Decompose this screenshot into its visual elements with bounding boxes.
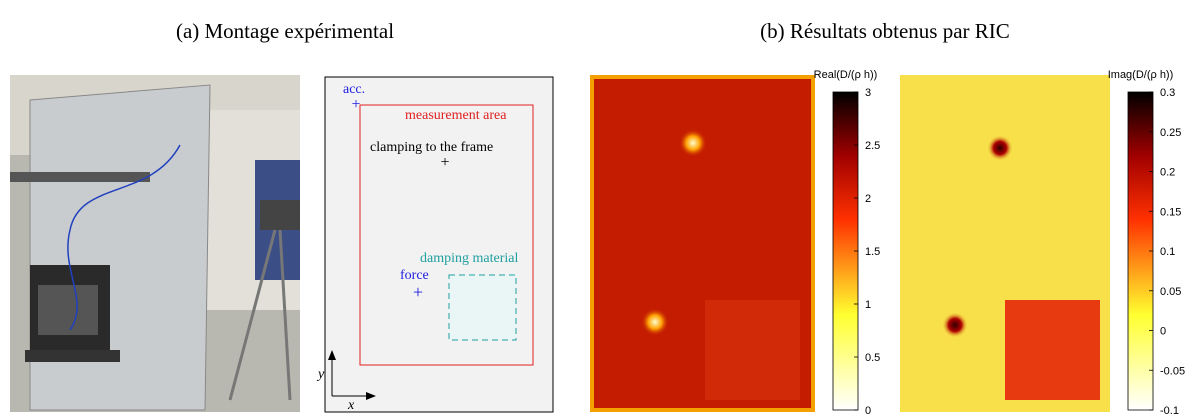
- measurement-rect: [359, 104, 534, 366]
- x-arrow-head: [366, 392, 376, 400]
- x-axis-label: x: [347, 398, 355, 413]
- colorbar-tick-label: 3: [865, 87, 871, 99]
- clamping-marker: +: [440, 154, 449, 171]
- colorbar-tick-label: 2: [865, 193, 871, 205]
- acc-label: acc.: [343, 82, 365, 97]
- caption-b: (b) Résultats obtenus par RIC: [760, 19, 1010, 43]
- colorbar-tick-label: 1.5: [865, 246, 880, 258]
- map-imag: [900, 75, 1110, 412]
- damping-rect: [448, 274, 517, 341]
- damping-label: damping material: [420, 251, 518, 266]
- colorbar-tick-label: 0.2: [1160, 167, 1175, 179]
- y-axis-label: y: [316, 367, 325, 382]
- map-real: [590, 75, 815, 412]
- y-arrow-head: [328, 350, 336, 360]
- colorbar-tick-label: 0.5: [865, 352, 880, 364]
- photo: [10, 75, 300, 412]
- force-label: force: [400, 268, 429, 283]
- colorbar: [832, 91, 859, 411]
- diagram: acc. + measurement area clamping to the …: [316, 76, 554, 413]
- colorbar-tick-label: -0.1: [1160, 405, 1179, 416]
- colorbar-tick-label: 0.3: [1160, 87, 1175, 99]
- colorbar-tick-label: 1: [865, 299, 871, 311]
- colorbar-tick-label: 0.25: [1160, 127, 1181, 139]
- colorbar-tick-label: 2.5: [865, 140, 880, 152]
- colorbar-tick-label: 0: [865, 405, 871, 416]
- colorbar-label: Real(D/(ρ h)): [814, 69, 878, 81]
- caption-a: (a) Montage expérimental: [176, 19, 394, 43]
- clamping-label: clamping to the frame: [370, 140, 493, 155]
- colorbar-tick-label: 0.05: [1160, 286, 1181, 298]
- colorbar-label: Imag(D/(ρ h)): [1108, 69, 1174, 81]
- frame: [324, 76, 554, 413]
- colorbar: [1127, 91, 1154, 411]
- acc-marker: +: [351, 96, 360, 113]
- colorbar-tick-label: 0.1: [1160, 246, 1175, 258]
- colorbar-tick-label: -0.05: [1160, 365, 1185, 377]
- measurement-label: measurement area: [405, 108, 507, 123]
- force-marker: +: [413, 282, 423, 302]
- colorbar-tick-label: 0: [1160, 326, 1166, 338]
- colorbar-tick-label: 0.15: [1160, 206, 1181, 218]
